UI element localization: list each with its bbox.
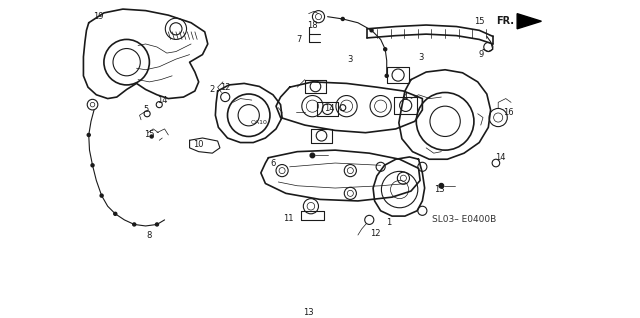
Text: 14: 14 [157, 96, 168, 105]
Text: 3: 3 [418, 53, 424, 62]
Text: 4: 4 [403, 93, 408, 101]
Circle shape [156, 223, 159, 226]
Text: 12: 12 [370, 229, 381, 238]
Circle shape [87, 134, 90, 136]
Text: 2: 2 [210, 85, 215, 94]
Text: 7: 7 [296, 35, 301, 44]
Text: 10: 10 [193, 140, 204, 149]
Text: 13: 13 [435, 185, 445, 194]
Text: 12: 12 [220, 83, 230, 92]
Text: 9: 9 [478, 50, 483, 59]
Circle shape [150, 135, 153, 138]
Text: FR.: FR. [496, 16, 514, 26]
Text: 1: 1 [386, 218, 391, 227]
Text: 6: 6 [270, 158, 276, 168]
Text: OA10: OA10 [251, 120, 268, 125]
Text: 8: 8 [146, 231, 151, 239]
Circle shape [439, 183, 444, 188]
Text: 13: 13 [303, 308, 314, 317]
Circle shape [100, 194, 103, 197]
Text: 18: 18 [307, 21, 317, 30]
Text: 16: 16 [503, 108, 513, 117]
Circle shape [385, 74, 388, 77]
Text: 15: 15 [474, 17, 484, 26]
Text: 5: 5 [143, 106, 148, 114]
Text: 19: 19 [93, 12, 104, 21]
Polygon shape [517, 14, 541, 29]
Text: 14: 14 [495, 153, 506, 162]
Circle shape [384, 48, 387, 51]
Circle shape [114, 212, 116, 215]
Circle shape [370, 29, 373, 32]
Circle shape [132, 223, 136, 226]
Circle shape [341, 17, 344, 20]
Circle shape [310, 153, 315, 158]
Text: SL03– E0400B: SL03– E0400B [432, 215, 497, 225]
Circle shape [91, 164, 94, 167]
Text: 14: 14 [324, 104, 334, 113]
Text: 15: 15 [144, 130, 155, 140]
Text: 11: 11 [283, 214, 293, 223]
Text: 3: 3 [348, 55, 353, 64]
